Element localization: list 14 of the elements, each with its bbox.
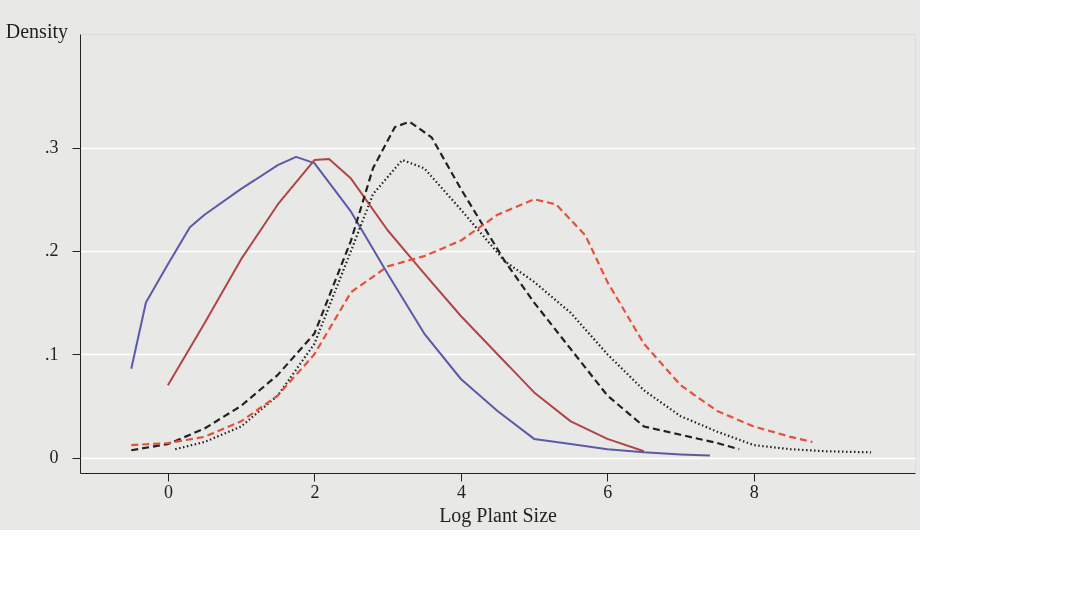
x-tick-label: 6 <box>603 481 613 502</box>
y-tick-label: .1 <box>45 343 59 364</box>
x-axis-title: Log Plant Size <box>439 503 557 527</box>
x-tick-label: 4 <box>456 481 466 502</box>
y-tick-label: .2 <box>45 240 59 261</box>
x-tick-label: 8 <box>749 481 759 502</box>
y-tick-label: .3 <box>45 137 59 158</box>
x-tick-label: 0 <box>163 481 173 502</box>
y-axis-title: Density <box>5 20 68 43</box>
y-tick-label: 0 <box>49 447 59 468</box>
line-series <box>130 155 711 457</box>
line-series <box>166 157 645 453</box>
line-series <box>130 198 814 447</box>
x-tick-label: 2 <box>310 481 320 502</box>
